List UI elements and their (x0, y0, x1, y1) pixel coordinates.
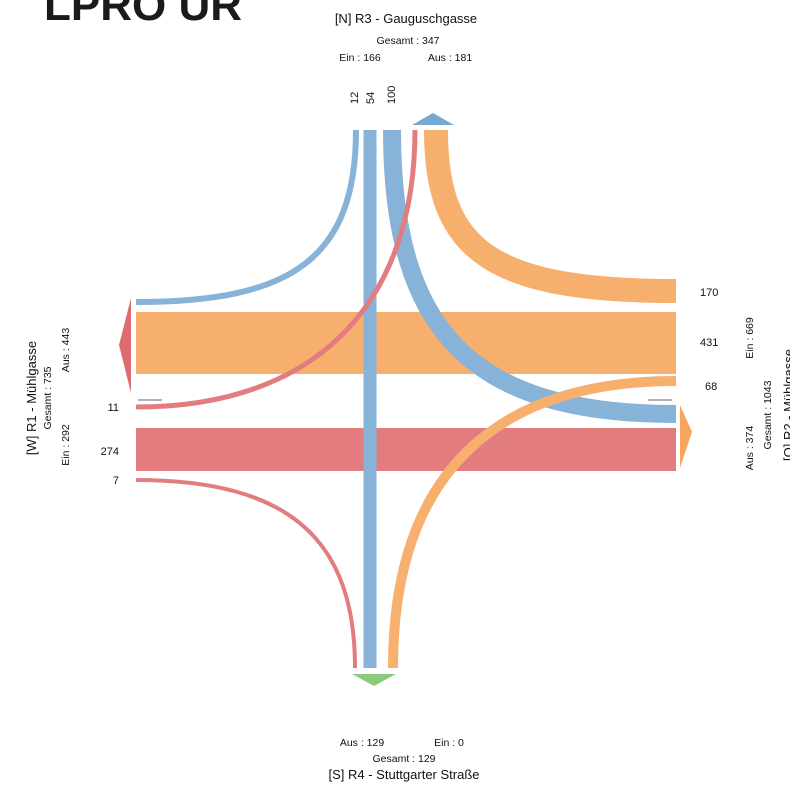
east-volume-3: 68 (705, 381, 717, 393)
flow-north-to-east (135, 129, 359, 305)
north-arm-title: [N] R3 - Gauguschgasse (335, 11, 477, 26)
north-volume-3: 100 (386, 86, 398, 104)
west-volume-2: 274 (101, 446, 119, 458)
west-arm-title: [W] R1 - Mühlgasse (24, 341, 39, 455)
flow-north-to-west (383, 129, 677, 423)
west-arm-out: Aus : 443 (60, 328, 72, 373)
east-volume-1: 170 (700, 287, 718, 299)
west-arm-total: Gesamt : 735 (42, 366, 54, 429)
west-exit-arrow (119, 298, 131, 393)
west-arm-in: Ein : 292 (60, 424, 72, 466)
east-exit-arrow (680, 405, 692, 468)
east-arm-title: [O] R2 - Mühlgasse (781, 349, 790, 461)
north-volume-2: 54 (365, 92, 377, 104)
south-arm-total: Gesamt : 129 (372, 753, 435, 765)
south-arm-title: [S] R4 - Stuttgarter Straße (329, 767, 480, 782)
north-arm-total: Gesamt : 347 (376, 35, 439, 47)
flow-east-to-north (424, 129, 677, 303)
south-exit-arrow (352, 674, 396, 686)
east-arm-in: Ein : 669 (744, 317, 756, 359)
south-arm-out: Aus : 129 (340, 737, 385, 749)
flow-ribbons (135, 129, 677, 669)
east-arm-total: Gesamt : 1043 (762, 380, 774, 449)
west-volume-1: 11 (108, 402, 119, 414)
flow-west-to-east (136, 428, 676, 471)
cut-off-heading: LPRO UR (44, 0, 242, 30)
flow-east-to-south (388, 376, 677, 669)
south-arm-in: Ein : 0 (434, 737, 464, 749)
north-arm-in: Ein : 166 (339, 52, 381, 64)
west-volume-3: 7 (113, 475, 119, 487)
north-volume-1: 12 (349, 92, 361, 104)
flow-east-to-west (136, 312, 676, 374)
flow-west-to-north (135, 129, 418, 410)
east-volume-2: 431 (700, 337, 718, 349)
north-arm-out: Aus : 181 (428, 52, 473, 64)
north-exit-arrow (412, 113, 454, 125)
east-arm-out: Aus : 374 (744, 426, 756, 471)
flow-west-to-south (135, 478, 357, 669)
